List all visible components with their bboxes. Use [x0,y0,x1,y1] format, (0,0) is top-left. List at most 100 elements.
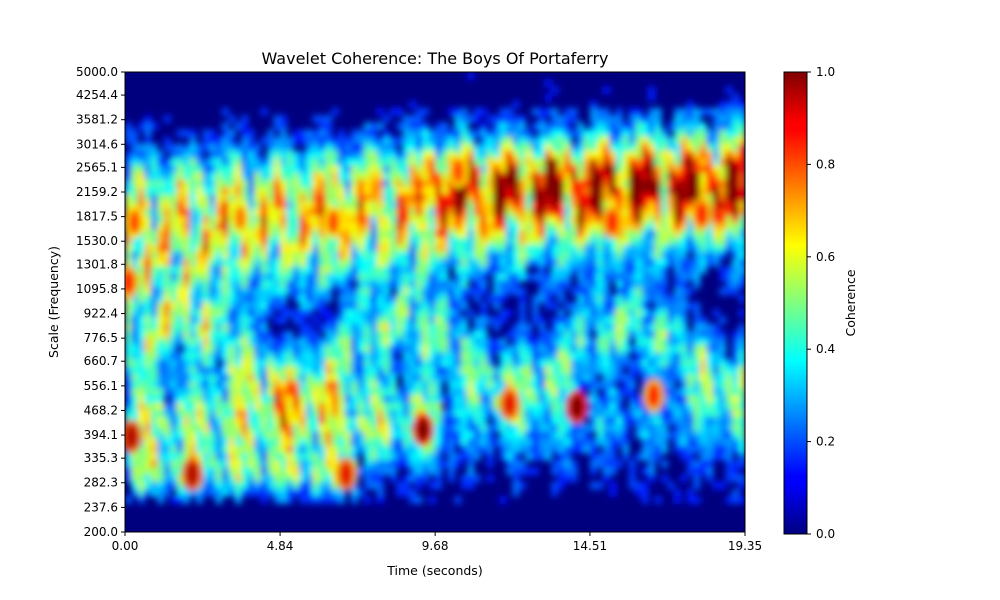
heatmap-cell [447,402,455,411]
heatmap-cell [241,481,249,490]
heatmap-cell [564,424,572,432]
heatmap-cell [493,409,501,418]
heatmap-cell [506,352,514,361]
heatmap-cell [673,179,682,188]
heatmap-cell [318,402,326,411]
heatmap-cell [176,316,184,325]
heatmap-cell [454,136,462,145]
heatmap-cell [570,337,578,346]
heatmap-cell [402,136,410,145]
heatmap-cell [480,280,488,289]
heatmap-cell [415,445,423,454]
heatmap-cell [254,222,262,231]
heatmap-cell [506,122,514,131]
heatmap-cell [551,352,559,361]
heatmap-cell [460,143,468,152]
heatmap-cell [673,373,682,382]
heatmap-cell [564,244,572,253]
heatmap-cell [596,294,604,303]
heatmap-cell [254,237,262,246]
heatmap-cell [260,208,268,217]
heatmap-cell [673,208,682,217]
heatmap-cell [183,438,191,447]
heatmap-cell [189,208,197,217]
heatmap-cell [673,222,682,231]
heatmap-cell [415,222,423,231]
heatmap-cell [189,395,197,404]
heatmap-cell [215,316,223,325]
heatmap-cell [357,323,365,332]
heatmap-cell [125,345,133,353]
heatmap-cell [254,359,262,368]
heatmap-cell [583,258,591,267]
heatmap-cell [144,258,152,267]
heatmap-cell [615,237,623,246]
heatmap-cell [357,395,365,404]
heatmap-cell [228,417,236,425]
heatmap-cell [228,424,236,432]
heatmap-cell [628,222,636,231]
heatmap-cell [415,266,423,274]
heatmap-cell [441,194,449,202]
heatmap-cell [738,373,745,382]
heatmap-cell [538,208,546,217]
heatmap-cell [686,129,694,138]
heatmap-cell [338,445,346,454]
heatmap-cell [480,309,488,317]
heatmap-cell [518,309,527,317]
heatmap-cell [221,445,229,454]
heatmap-cell [131,323,139,332]
heatmap-cell [351,294,359,303]
heatmap-cell [137,345,145,353]
heatmap-cell [641,337,649,346]
heatmap-cell [338,395,346,404]
heatmap-cell [267,222,275,231]
heatmap-cell [615,158,623,167]
heatmap-cell [699,187,707,195]
heatmap-cell [480,409,488,418]
heatmap-cell [228,187,236,195]
heatmap-cell [628,294,636,303]
heatmap-cell [376,373,384,382]
heatmap-cell [732,474,740,483]
heatmap-cell [725,244,733,253]
heatmap-cell [125,381,133,389]
heatmap-cell [292,151,300,159]
heatmap-cell [357,158,365,167]
heatmap-cell [628,388,636,397]
heatmap-cell [480,194,488,202]
heatmap-cell [215,438,223,447]
heatmap-cell [538,316,546,325]
heatmap-cell [602,136,610,145]
heatmap-cell [286,352,294,361]
heatmap-cell [338,388,346,397]
heatmap-cell [144,222,152,231]
heatmap-cell [189,201,197,210]
heatmap-cell [551,488,559,497]
heatmap-cell [454,187,462,195]
heatmap-cell [292,201,300,210]
heatmap-cell [221,460,229,468]
heatmap-cell [221,395,229,404]
heatmap-cell [260,251,268,260]
heatmap-cell [622,352,630,361]
heatmap-cell [312,460,320,468]
heatmap-cell [254,424,262,432]
heatmap-cell [150,438,158,447]
heatmap-cell [325,158,333,167]
heatmap-cell [137,323,145,332]
heatmap-cell [641,280,649,289]
heatmap-cell [428,345,436,353]
heatmap-cell [467,431,475,440]
heatmap-cell [176,352,184,361]
heatmap-cell [280,488,288,497]
heatmap-cell [596,316,604,325]
heatmap-cell [215,151,223,159]
heatmap-cell [454,302,462,310]
heatmap-cell [415,172,423,181]
heatmap-cell [202,417,210,425]
heatmap-cell [486,373,494,382]
heatmap-cell [577,237,585,246]
heatmap-cell [460,395,468,404]
heatmap-cell [706,136,714,145]
